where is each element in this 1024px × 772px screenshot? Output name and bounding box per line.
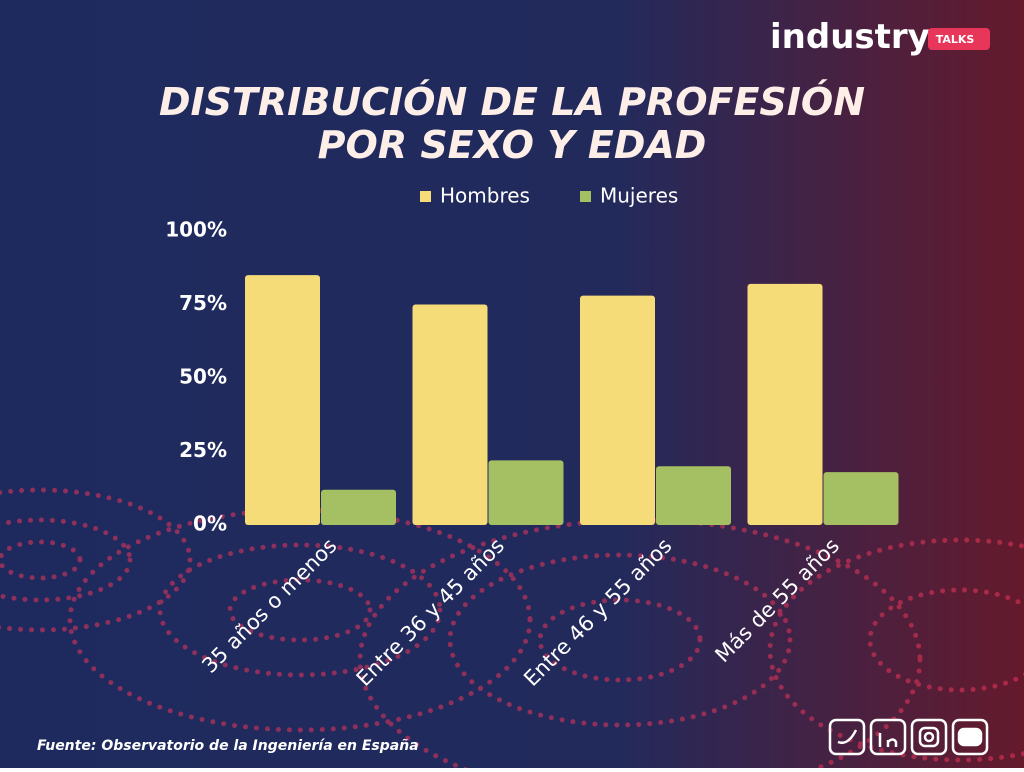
legend-label: Mujeres (600, 184, 678, 208)
social-icons[interactable] (828, 718, 989, 756)
decorative-dots (0, 487, 1024, 772)
y-tick-label: 100% (165, 218, 227, 242)
y-tick-label: 25% (179, 438, 227, 462)
bar (823, 472, 899, 525)
bar (488, 460, 564, 525)
bar (321, 489, 396, 525)
bar (580, 295, 655, 525)
chart-title: DISTRIBUCIÓN DE LA PROFESIÓN (159, 80, 865, 124)
bar (747, 283, 823, 525)
legend-marker (420, 191, 431, 202)
brand-name: industry (770, 17, 930, 57)
legend-label: Hombres (440, 184, 530, 208)
y-tick-label: 50% (179, 365, 227, 389)
source: Fuente: Observatorio de la Ingeniería en… (37, 738, 419, 754)
chart-title: POR SEXO Y EDAD (318, 123, 707, 167)
brand-badge (928, 28, 990, 50)
bar (412, 304, 488, 525)
y-tick-label: 75% (179, 291, 227, 315)
brand-badge-text: TALKS (936, 33, 975, 46)
bar (656, 466, 731, 525)
bar (245, 275, 320, 525)
legend-marker (580, 191, 591, 202)
y-tick-label: 0% (193, 512, 227, 536)
